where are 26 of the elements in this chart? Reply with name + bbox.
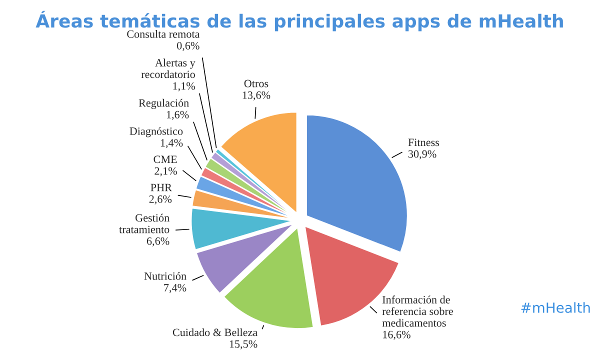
slice-label: Fitness xyxy=(408,138,440,146)
text: #mHealth xyxy=(521,302,590,313)
data-label: 1,4% xyxy=(160,139,183,148)
data-label: 13,6% xyxy=(242,91,270,100)
data-label: 2,6% xyxy=(149,195,172,204)
data-label: 1,6% xyxy=(166,110,189,120)
data-label: 6,6% xyxy=(146,237,170,246)
slice-label: Alertas y recordatorio xyxy=(141,58,196,78)
slice-label: Otros xyxy=(244,80,268,88)
slice-label: Cuidado & Belleza xyxy=(172,328,258,336)
data-label: 7,4% xyxy=(164,284,186,294)
chart-title: Áreas temáticas de las principales apps de mHealth xyxy=(36,10,563,32)
data-label: 2,1% xyxy=(154,167,177,176)
slice-label: Gestión tratamiento xyxy=(119,214,170,234)
data-label: 16,6% xyxy=(383,330,410,340)
data-label: 1,1% xyxy=(173,82,196,92)
slice-label: Diagnóstico xyxy=(130,127,183,138)
slice-label: PHR xyxy=(150,184,172,192)
data-label: 30,9% xyxy=(408,150,436,160)
slice-label: Regulación xyxy=(138,98,189,110)
data-label: 0,6% xyxy=(177,42,200,52)
slice-label: Nutrición xyxy=(144,272,186,280)
slice-label: CME xyxy=(154,156,177,164)
data-label: 15,5% xyxy=(230,340,258,350)
slice-label: Información de referencia sobre medicamentos xyxy=(382,296,453,327)
slice-label: Consulta remota xyxy=(127,30,200,38)
